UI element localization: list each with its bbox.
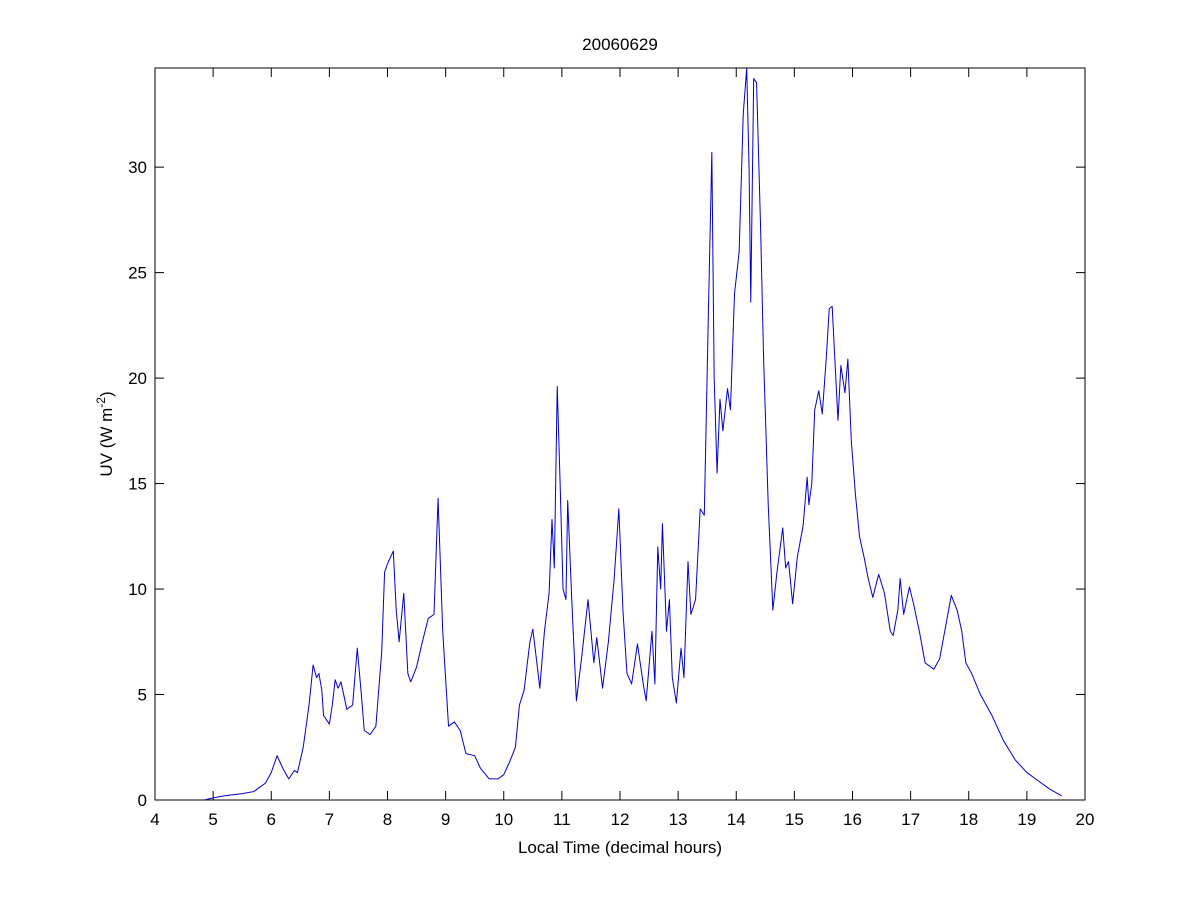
x-tick-label: 20	[1076, 810, 1095, 829]
x-axis-label: Local Time (decimal hours)	[518, 838, 722, 857]
y-label-suffix: )	[97, 391, 116, 397]
y-tick-label: 20	[128, 369, 147, 388]
x-tick-label: 7	[325, 810, 334, 829]
y-tick-label: 5	[138, 686, 147, 705]
y-axis-label: UV (W m-2)	[94, 391, 116, 476]
x-tick-label: 15	[785, 810, 804, 829]
x-tick-label: 5	[208, 810, 217, 829]
x-tick-label: 19	[1017, 810, 1036, 829]
x-tick-label: 11	[553, 810, 571, 829]
y-label-superscript: -2	[94, 397, 108, 408]
x-tick-label: 17	[901, 810, 920, 829]
x-tick-label: 14	[727, 810, 746, 829]
x-tick-label: 16	[843, 810, 862, 829]
data-line	[204, 67, 1062, 801]
x-tick-label: 6	[267, 810, 276, 829]
x-tick-label: 12	[611, 810, 630, 829]
chart-title: 20060629	[582, 35, 658, 54]
x-tick-label: 9	[441, 810, 450, 829]
y-tick-label: 0	[138, 791, 147, 810]
axes-box	[154, 67, 1086, 801]
y-label-text: UV (W m	[97, 408, 116, 477]
x-tick-label: 8	[383, 810, 392, 829]
x-tick-label: 4	[150, 810, 159, 829]
x-tick-label: 10	[494, 810, 513, 829]
y-tick-label: 15	[128, 475, 147, 494]
x-tick-label: 18	[959, 810, 978, 829]
y-tick-label: 30	[128, 158, 147, 177]
x-tick-label: 13	[669, 810, 688, 829]
y-tick-label: 10	[128, 580, 147, 599]
y-tick-label: 25	[128, 264, 147, 283]
